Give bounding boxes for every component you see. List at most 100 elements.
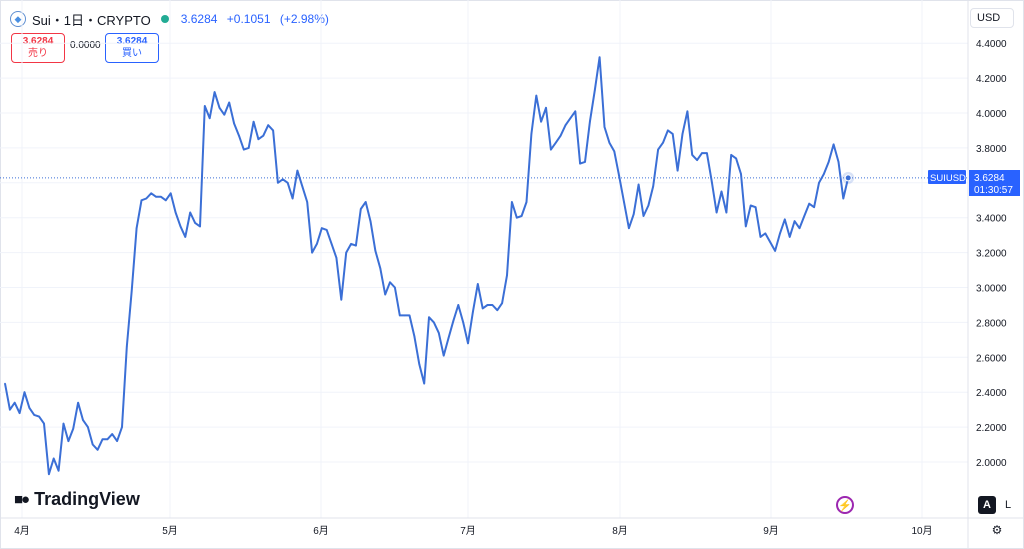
last-price-dot — [844, 174, 852, 182]
data-point — [433, 321, 435, 324]
data-point — [106, 438, 109, 441]
data-point — [628, 227, 630, 229]
data-point — [506, 274, 508, 277]
data-point — [676, 169, 679, 172]
gear-icon[interactable]: ⚙ — [991, 523, 1003, 537]
data-point — [584, 161, 586, 163]
data-point — [208, 117, 211, 119]
chart-grid — [0, 0, 968, 518]
data-point — [150, 192, 152, 195]
data-point — [321, 227, 323, 229]
data-point — [165, 199, 167, 202]
data-point — [793, 220, 796, 222]
data-point — [238, 134, 240, 137]
data-point — [832, 143, 835, 146]
data-point — [126, 346, 128, 348]
data-point — [467, 342, 469, 345]
data-point — [686, 110, 689, 113]
symbol-title[interactable]: Sui・1日・CRYPTO — [32, 12, 151, 28]
data-point — [247, 147, 250, 149]
data-point — [774, 250, 776, 252]
data-point — [803, 215, 806, 217]
spread-value: 0.0000 — [70, 40, 101, 51]
data-point — [228, 101, 230, 104]
data-point — [749, 204, 752, 207]
data-point — [516, 216, 518, 219]
data-point — [267, 124, 270, 126]
series-line — [4, 56, 850, 476]
data-point — [286, 182, 289, 184]
data-point — [823, 173, 825, 175]
data-point — [779, 232, 781, 235]
data-point — [740, 173, 742, 175]
data-point — [671, 133, 674, 135]
data-point — [681, 133, 684, 135]
data-point — [340, 298, 343, 301]
data-point — [574, 110, 577, 113]
data-point — [715, 211, 718, 214]
data-point — [184, 236, 187, 238]
symbol-legend[interactable]: ◆ Sui・1日・CRYPTO 3.6284 +0.1051 (+2.98%) — [10, 9, 335, 29]
data-point — [813, 206, 815, 208]
buy-price: 3.6284 — [116, 36, 148, 47]
sell-button[interactable]: 3.6284 売り — [11, 33, 65, 63]
data-point — [608, 141, 611, 144]
data-point — [496, 309, 499, 312]
data-point — [345, 251, 348, 254]
data-point — [520, 215, 523, 217]
data-point — [428, 316, 430, 319]
badge-symbol-bg — [928, 170, 966, 184]
data-point — [82, 419, 84, 421]
data-point — [481, 307, 484, 310]
data-point — [579, 162, 581, 165]
log-scale-button[interactable]: L — [1004, 499, 1012, 511]
series-points — [4, 56, 849, 476]
data-point — [374, 250, 377, 252]
badge-price: 3.6284 — [974, 173, 1005, 184]
data-point — [301, 185, 304, 188]
data-point — [77, 401, 79, 404]
data-point — [710, 180, 713, 182]
data-point — [67, 440, 70, 442]
sell-label: 売り — [28, 48, 48, 59]
data-point — [735, 157, 737, 160]
data-point — [325, 229, 328, 231]
data-point — [725, 211, 728, 214]
data-point — [330, 243, 333, 245]
data-point — [199, 225, 201, 228]
data-point — [730, 154, 732, 156]
x-tick-label: 8月 — [612, 525, 628, 537]
data-point — [594, 89, 596, 92]
data-point — [57, 469, 60, 472]
data-point — [355, 244, 357, 247]
buy-button[interactable]: 3.6284 買い — [105, 33, 159, 63]
y-tick-label: 2.6000 — [976, 353, 1007, 364]
data-point — [745, 225, 747, 228]
data-point — [486, 304, 489, 306]
data-point — [48, 473, 50, 476]
data-point — [213, 91, 216, 93]
data-point — [91, 443, 94, 446]
data-point — [399, 314, 401, 317]
lightning-icon[interactable]: ⚡ — [836, 496, 854, 514]
data-point — [389, 281, 391, 284]
data-point — [550, 148, 552, 151]
x-tick-label: 9月 — [763, 525, 779, 537]
data-point — [530, 133, 533, 135]
currency-select[interactable]: USD — [970, 8, 1014, 28]
data-point — [116, 440, 118, 442]
auto-scale-button[interactable]: A — [978, 496, 996, 514]
y-tick-label: 4.0000 — [976, 109, 1007, 120]
y-tick-label: 3.4000 — [976, 214, 1007, 225]
data-point — [447, 337, 450, 339]
data-point — [827, 161, 830, 163]
tradingview-logo[interactable]: ■● TradingView — [14, 489, 140, 510]
data-point — [160, 196, 162, 198]
y-tick-label: 3.2000 — [976, 249, 1007, 260]
data-point — [145, 197, 148, 200]
data-point — [111, 433, 113, 435]
data-point — [501, 302, 503, 305]
data-point — [72, 428, 74, 430]
